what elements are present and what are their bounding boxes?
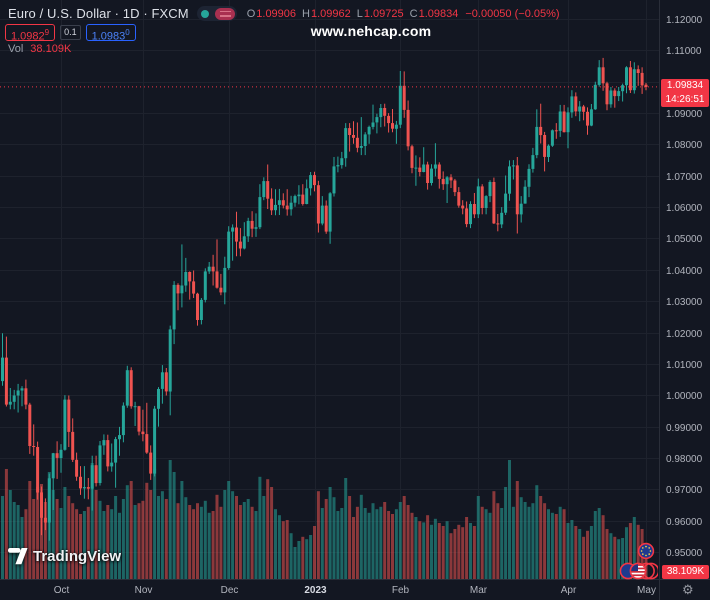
watermark-text: www.nehcap.com: [310, 23, 432, 39]
svg-text:Oct: Oct: [54, 585, 70, 596]
volume-label: Vol: [8, 43, 24, 55]
axis-settings-gear-icon[interactable]: ⚙: [682, 582, 694, 597]
close-letter: C: [409, 7, 418, 20]
bid-button[interactable]: 1.09829: [5, 24, 56, 43]
svg-text:1.12000: 1.12000: [666, 15, 703, 26]
svg-text:0.96000: 0.96000: [666, 517, 703, 528]
svg-text:0.98000: 0.98000: [666, 454, 703, 465]
svg-text:1.01000: 1.01000: [666, 360, 703, 371]
last-price-axis-label: 1.09834 14:26:51: [661, 79, 709, 107]
change-value: −0.00050 (−0.05%): [465, 7, 560, 20]
svg-text:1.11000: 1.11000: [666, 46, 702, 57]
chart-legend: Euro / U.S. Dollar · 1D · FXCM O 1.09906 …: [8, 6, 560, 21]
last-price-value: 1.09834: [666, 80, 704, 91]
tradingview-logo[interactable]: TradingView: [8, 547, 121, 565]
open-value: 1.09906: [256, 7, 297, 20]
spread-value: 0.1: [60, 25, 81, 40]
high-letter: H: [302, 7, 310, 20]
svg-text:1.05000: 1.05000: [666, 234, 703, 245]
price-axis[interactable]: 1.120001.110001.100001.090001.080001.070…: [659, 0, 703, 600]
last-volume-axis-label: 38.109K: [662, 565, 709, 579]
svg-text:1.00000: 1.00000: [666, 391, 703, 402]
candles: [0, 57, 659, 541]
svg-text:1.04000: 1.04000: [666, 266, 703, 277]
volume-value: 38.109K: [30, 43, 72, 55]
eu-flag-icon: [637, 542, 655, 560]
high-value: 1.09962: [310, 7, 351, 20]
svg-text:0.99000: 0.99000: [666, 423, 703, 434]
svg-text:0.97000: 0.97000: [666, 485, 703, 496]
svg-text:1.02000: 1.02000: [666, 329, 703, 340]
bid-ask-row: 1.09829 0.1 1.09830: [5, 24, 136, 43]
volume-legend: Vol 38.109K: [8, 43, 71, 55]
tradingview-logo-icon: [8, 548, 28, 565]
eurusd-pair-icon: [619, 562, 658, 580]
svg-text:1.08000: 1.08000: [666, 140, 703, 151]
svg-text:1.07000: 1.07000: [666, 172, 703, 183]
svg-text:Apr: Apr: [561, 585, 577, 596]
time-axis[interactable]: Oct Nov Dec 2023 Feb Mar Apr May: [0, 579, 710, 597]
svg-text:Dec: Dec: [221, 585, 239, 596]
market-open-dot: [200, 9, 209, 18]
svg-text:0.95000: 0.95000: [666, 548, 703, 559]
svg-text:1.03000: 1.03000: [666, 297, 703, 308]
svg-text:May: May: [637, 585, 656, 596]
svg-text:Nov: Nov: [135, 585, 153, 596]
bar-countdown: 14:26:51: [665, 94, 705, 105]
svg-text:1.09000: 1.09000: [666, 109, 703, 120]
market-status-toggle[interactable]: [196, 6, 237, 21]
ask-button[interactable]: 1.09830: [85, 24, 136, 43]
volume-bars: [1, 460, 648, 580]
svg-text:1.06000: 1.06000: [666, 203, 703, 214]
ohlc-values: O 1.09906 H 1.09962 L 1.09725 C 1.09834 −0.0…: [247, 8, 560, 20]
open-letter: O: [246, 7, 256, 20]
close-value: 1.09834: [418, 7, 459, 20]
svg-text:2023: 2023: [304, 585, 327, 596]
tradingview-logo-text: TradingView: [33, 547, 122, 565]
market-status-icon: [215, 7, 236, 20]
svg-text:Mar: Mar: [470, 585, 488, 596]
low-value: 1.09725: [363, 7, 404, 20]
low-letter: L: [356, 7, 363, 20]
svg-text:Feb: Feb: [392, 585, 410, 596]
symbol-title[interactable]: Euro / U.S. Dollar · 1D · FXCM: [8, 6, 189, 21]
